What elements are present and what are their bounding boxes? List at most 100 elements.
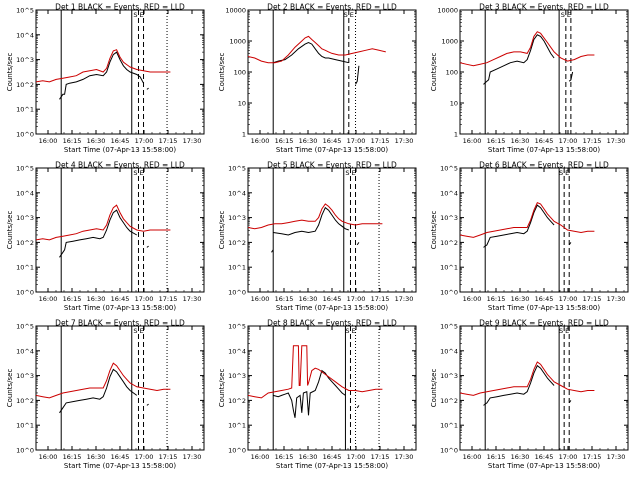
y-tick-label: 10^5 (440, 323, 458, 331)
x-tick-label: 16:30 (87, 453, 106, 461)
series-events-segment (146, 403, 149, 406)
x-axis-label: Start Time (07-Apr-13 15:58:00) (64, 462, 176, 470)
y-tick-label: 10000 (225, 7, 246, 15)
x-tick-label: 17:00 (559, 295, 578, 303)
x-tick-label: 16:00 (39, 295, 58, 303)
y-tick-label: 10^2 (228, 239, 246, 247)
y-tick-label: 10^5 (16, 165, 34, 173)
y-tick-label: 100 (446, 69, 458, 77)
x-tick-label: 17:30 (395, 295, 414, 303)
marker-label-end: E (139, 169, 143, 177)
x-tick-label: 17:30 (395, 453, 414, 461)
marker-label-end: E (567, 11, 571, 19)
x-tick-label: 17:15 (371, 137, 390, 145)
x-tick-label: 16:45 (535, 137, 554, 145)
marker-label-end: E (350, 11, 354, 19)
y-tick-label: 10^2 (16, 81, 34, 89)
marker-label-start: S (345, 169, 349, 177)
marker-label-start: S (133, 327, 137, 335)
x-tick-label: 16:15 (487, 453, 506, 461)
x-tick-label: 16:30 (511, 295, 530, 303)
x-tick-label: 16:30 (87, 137, 106, 145)
x-tick-label: 17:30 (607, 453, 626, 461)
y-tick-label: 10^0 (16, 447, 34, 455)
y-tick-label: 10^1 (440, 264, 458, 272)
series-events-segment (271, 249, 274, 253)
series-lld-line (36, 362, 171, 399)
series-lld-line (460, 31, 595, 67)
marker-label-end: E (139, 11, 143, 19)
y-axis-label: Counts/sec (6, 211, 14, 250)
x-tick-label: 17:00 (559, 137, 578, 145)
x-tick-label: 17:30 (183, 295, 202, 303)
x-tick-label: 17:30 (183, 137, 202, 145)
y-tick-label: 1000 (229, 38, 246, 46)
x-tick-label: 17:15 (583, 453, 602, 461)
x-tick-label: 17:00 (135, 137, 154, 145)
x-tick-label: 16:45 (535, 453, 554, 461)
chart-panel-1: Det 1 BLACK = Events, RED = LLD Counts/se… (6, 3, 205, 154)
x-axis-label: Start Time (07-Apr-13 15:58:00) (276, 146, 388, 154)
series-lld-line (36, 49, 171, 83)
x-tick-label: 16:15 (487, 137, 506, 145)
x-tick-label: 16:45 (111, 295, 130, 303)
series-events-line (483, 364, 555, 406)
x-tick-label: 16:00 (251, 453, 270, 461)
series-events-line (273, 41, 349, 64)
marker-label-start: S (133, 169, 137, 177)
series-events-line (273, 369, 346, 418)
y-tick-label: 10^4 (440, 347, 458, 355)
marker-label-start: S (345, 327, 349, 335)
chart-title: Det 9 BLACK = Events, RED = LLD (479, 319, 609, 328)
y-tick-label: 10^4 (16, 31, 34, 39)
x-tick-label: 16:30 (511, 453, 530, 461)
x-tick-label: 16:30 (299, 295, 318, 303)
x-tick-label: 16:00 (463, 453, 482, 461)
series-events-line (483, 204, 555, 248)
x-tick-label: 17:00 (347, 295, 366, 303)
x-tick-label: 17:15 (371, 295, 390, 303)
y-tick-label: 10^4 (440, 189, 458, 197)
y-tick-label: 10^5 (16, 7, 34, 15)
marker-label-start: S (559, 327, 563, 335)
marker-label-start: S (133, 11, 137, 19)
x-axis-label: Start Time (07-Apr-13 15:58:00) (488, 304, 600, 312)
y-tick-label: 10^0 (16, 131, 34, 139)
y-tick-label: 10^0 (440, 447, 458, 455)
y-axis-label: Counts/sec (6, 369, 14, 408)
x-tick-label: 16:30 (87, 295, 106, 303)
chart-title: Det 2 BLACK = Events, RED = LLD (267, 3, 397, 12)
x-tick-label: 17:00 (135, 295, 154, 303)
marker-label-end: E (139, 327, 143, 335)
chart-panel-6: Det 6 BLACK = Events, RED = LLD Counts/se… (430, 161, 629, 312)
x-tick-label: 16:45 (535, 295, 554, 303)
x-tick-label: 16:30 (299, 137, 318, 145)
y-tick-label: 10^5 (440, 165, 458, 173)
series-events-line (483, 34, 555, 85)
y-tick-label: 1 (242, 131, 246, 139)
series-events-segment (146, 245, 149, 248)
x-axis-label: Start Time (07-Apr-13 15:58:00) (276, 304, 388, 312)
chart-panel-5: Det 5 BLACK = Events, RED = LLD Counts/se… (218, 161, 417, 312)
x-tick-label: 16:00 (463, 137, 482, 145)
chart-panel-9: Det 9 BLACK = Events, RED = LLD Counts/se… (430, 319, 629, 470)
x-tick-label: 17:00 (347, 453, 366, 461)
x-tick-label: 16:45 (323, 137, 342, 145)
y-tick-label: 10^2 (16, 397, 34, 405)
chart-title: Det 7 BLACK = Events, RED = LLD (55, 319, 185, 328)
x-axis-label: Start Time (07-Apr-13 15:58:00) (64, 304, 176, 312)
y-tick-label: 10^5 (16, 323, 34, 331)
y-tick-label: 10^0 (228, 447, 246, 455)
x-tick-label: 16:00 (251, 137, 270, 145)
series-events-segment (356, 242, 360, 246)
y-tick-label: 10^3 (16, 56, 34, 64)
x-tick-label: 16:00 (251, 295, 270, 303)
y-tick-label: 10^0 (16, 289, 34, 297)
x-tick-label: 17:15 (159, 137, 178, 145)
series-events-line (59, 209, 138, 258)
series-lld-line (36, 204, 171, 241)
x-tick-label: 16:45 (323, 295, 342, 303)
chart-title: Det 8 BLACK = Events, RED = LLD (267, 319, 397, 328)
